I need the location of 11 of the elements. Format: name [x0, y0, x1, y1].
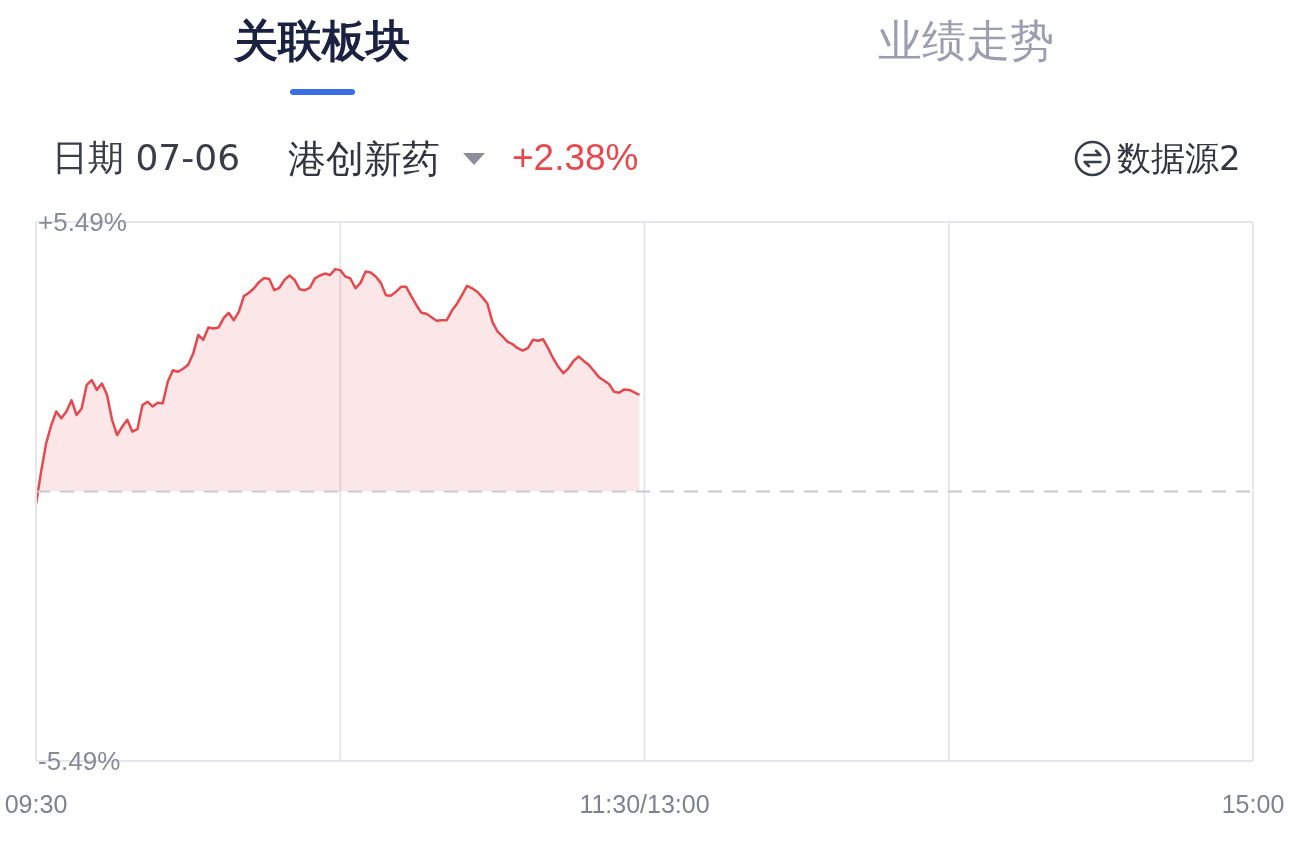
y-tick-label: -5.49%	[38, 746, 121, 776]
x-tick-label: 11:30/13:00	[579, 790, 710, 818]
text: 关联板块	[234, 15, 410, 66]
chart-subtitle: 日期 07-06	[52, 137, 241, 178]
y-tick-label: +5.49%	[38, 207, 127, 237]
text: 业绩走势	[878, 15, 1054, 66]
text: 数据源2	[1117, 138, 1241, 178]
chart-title: 港创新药	[288, 137, 440, 181]
x-tick-label: 15:00	[1221, 790, 1285, 818]
text: +2.38%	[512, 137, 639, 178]
x-tick-label: 09:30	[4, 790, 68, 818]
